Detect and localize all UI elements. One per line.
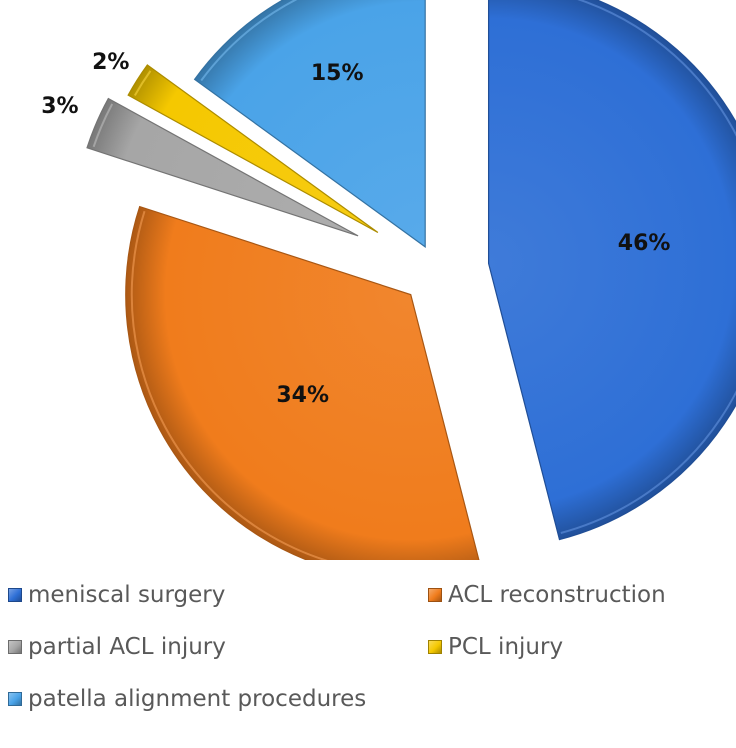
pie-slice-bevel bbox=[133, 70, 152, 97]
pie-data-label: 2% bbox=[92, 50, 129, 75]
pie-slice-bevel bbox=[130, 210, 328, 560]
pie-slice-meniscal-surgery bbox=[487, 0, 736, 541]
pie-slice-acl-reconstruction bbox=[125, 205, 480, 560]
pie-slice-patella-alignment-procedures bbox=[193, 0, 426, 249]
legend-item-patella-alignment-procedures: patella alignment procedures bbox=[8, 682, 366, 716]
legend-label: ACL reconstruction bbox=[448, 582, 666, 608]
legend-item-pcl-injury: PCL injury bbox=[428, 630, 563, 664]
pie-slice-bevel bbox=[92, 103, 114, 148]
legend-swatch bbox=[8, 640, 22, 654]
pie-data-label: 15% bbox=[311, 61, 364, 86]
legend-swatch bbox=[8, 588, 22, 602]
pie-data-label: 34% bbox=[276, 383, 329, 408]
pie-slice-bevel bbox=[200, 0, 298, 82]
chart-legend: meniscal surgery ACL reconstruction partia… bbox=[8, 578, 728, 738]
legend-item-partial-acl-injury: partial ACL injury bbox=[8, 630, 226, 664]
legend-swatch bbox=[428, 588, 442, 602]
pie-slice-partial-acl-injury bbox=[86, 97, 359, 237]
pie-labels: 46% 34% 3% 2% 15% bbox=[41, 50, 670, 408]
pie-slice-pcl-injury bbox=[127, 64, 379, 234]
legend-swatch bbox=[428, 640, 442, 654]
legend-label: meniscal surgery bbox=[28, 582, 226, 608]
pie-slices bbox=[86, 0, 736, 560]
legend-label: PCL injury bbox=[448, 634, 564, 660]
legend-label: partial ACL injury bbox=[28, 634, 226, 660]
pie-chart: 46% 34% 3% 2% 15% bbox=[41, 0, 736, 560]
pie-data-label: 46% bbox=[618, 231, 671, 256]
legend-item-meniscal-surgery: meniscal surgery bbox=[8, 578, 225, 612]
pie-data-label: 3% bbox=[41, 94, 78, 119]
legend-swatch bbox=[8, 692, 22, 706]
pie-slice-bevel bbox=[560, 0, 736, 534]
legend-label: patella alignment procedures bbox=[28, 686, 367, 712]
legend-item-acl-reconstruction: ACL reconstruction bbox=[428, 578, 666, 612]
